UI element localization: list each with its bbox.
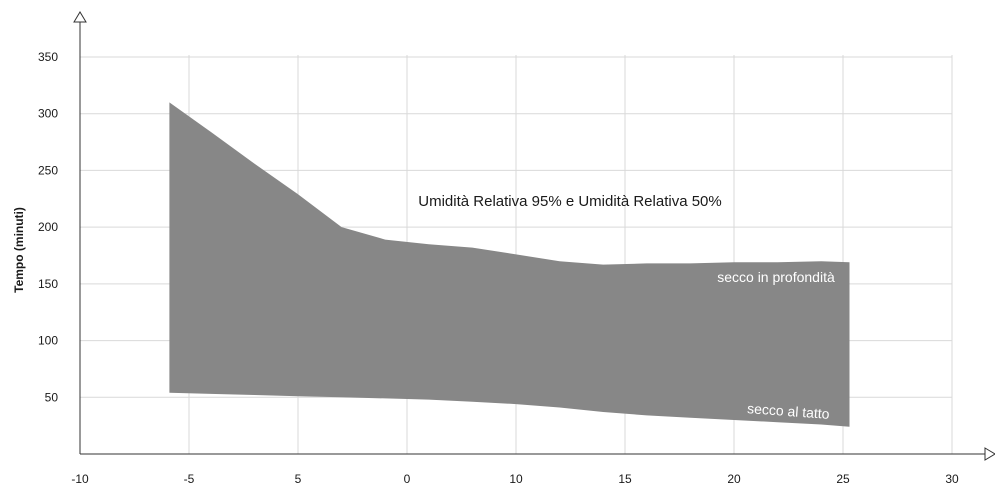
x-tick-label: 20 — [727, 472, 741, 486]
y-axis-arrow — [73, 11, 87, 23]
x-tick-label: 25 — [836, 472, 850, 486]
time-range-band — [169, 102, 850, 427]
y-tick-labels: 50 100 150 200 250 300 350 — [38, 50, 58, 404]
x-tick-label: -10 — [71, 472, 89, 486]
lower-boundary-label: secco al tatto — [747, 400, 831, 422]
upper-boundary-label: secco in profondità — [717, 269, 835, 285]
x-tick-label: 0 — [404, 472, 411, 486]
y-axis-label: Tempo (minuti) — [12, 207, 26, 293]
x-tick-label: 30 — [945, 472, 959, 486]
y-tick-label: 50 — [45, 390, 59, 404]
axes — [73, 11, 995, 461]
y-tick-label: 200 — [38, 220, 58, 234]
y-tick-label: 250 — [38, 163, 58, 177]
x-tick-label: 15 — [618, 472, 632, 486]
x-tick-labels: -10 -5 5 0 10 15 20 25 30 — [71, 472, 959, 486]
x-tick-label: 10 — [509, 472, 523, 486]
x-tick-label: 5 — [295, 472, 302, 486]
x-axis-arrow — [984, 447, 995, 461]
y-tick-label: 350 — [38, 50, 58, 64]
y-tick-label: 300 — [38, 107, 58, 121]
y-tick-label: 100 — [38, 334, 58, 348]
band-label: Umidità Relativa 95% e Umidità Relativa … — [418, 193, 721, 210]
y-tick-label: 150 — [38, 277, 58, 291]
x-tick-label: -5 — [184, 472, 195, 486]
